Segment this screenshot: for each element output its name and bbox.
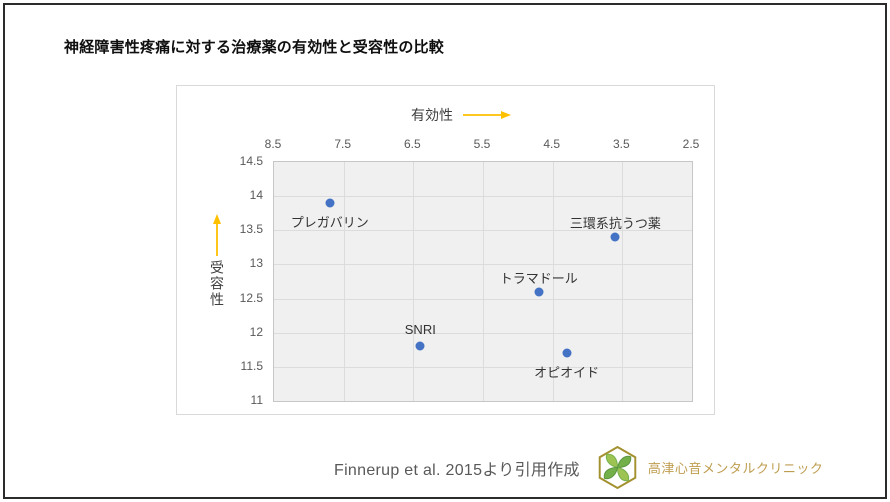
gridline-vertical <box>483 162 484 401</box>
right-arrow-icon <box>463 111 511 119</box>
x-axis-title-label: 有効性 <box>411 107 453 123</box>
gridline-vertical <box>413 162 415 401</box>
y-tick-label: 14 <box>249 188 263 203</box>
data-point <box>534 287 544 297</box>
y-tick-label: 11 <box>250 393 263 407</box>
clinic-logo: 高津心音メンタルクリニック <box>596 444 824 491</box>
gridline-vertical <box>622 162 624 401</box>
gridline-horizontal <box>274 366 692 368</box>
x-tick-label: 4.5 <box>543 137 560 151</box>
y-tick-label: 11.5 <box>240 358 263 373</box>
y-axis-title: 受容性 <box>207 214 227 308</box>
x-axis-title: 有効性 <box>411 105 511 125</box>
gridline-vertical <box>343 162 345 401</box>
footer: Finnerup et al. 2015より引用作成 高津心音メンタルクリニック <box>334 444 823 491</box>
chart-container: 有効性 受容性 8.5 7.5 6.5 5.5 4.5 3.5 2.5 14.5 14 13.5… <box>176 85 715 415</box>
x-tick-label: 2.5 <box>682 137 700 151</box>
data-point <box>562 348 572 358</box>
x-tick-label: 3.5 <box>612 137 630 151</box>
data-point-label: プレガバリン <box>290 214 369 230</box>
y-axis-title-label: 受容性 <box>209 260 225 308</box>
y-tick-label: 13 <box>249 256 263 271</box>
gridline-horizontal <box>274 298 692 300</box>
y-tick-label: 12.5 <box>239 290 263 305</box>
y-tick-label: 12 <box>249 324 263 339</box>
gridline-horizontal <box>274 230 692 232</box>
data-point <box>325 198 335 208</box>
data-point-label: 三環系抗うつ薬 <box>569 216 661 232</box>
y-tick-label: 13.5 <box>239 222 263 237</box>
gridline-horizontal <box>274 264 692 266</box>
data-point <box>415 341 425 351</box>
gridline-horizontal <box>274 196 692 198</box>
gridline-vertical <box>552 162 554 401</box>
x-tick-label: 8.5 <box>264 137 282 151</box>
x-tick-label: 6.5 <box>403 137 421 151</box>
y-tick-label: 14.5 <box>239 154 263 168</box>
x-tick-label: 7.5 <box>334 137 351 151</box>
data-point <box>610 232 620 242</box>
gridline-horizontal <box>274 332 692 334</box>
up-arrow-icon <box>213 214 221 256</box>
data-point-label: SNRI <box>404 322 436 338</box>
clinic-name: 高津心音メンタルクリニック <box>647 461 824 476</box>
data-point-label: トラマドール <box>499 270 578 286</box>
clinic-logo-icon <box>598 445 637 490</box>
source-citation: Finnerup et al. 2015より引用作成 <box>334 461 580 479</box>
page-title: 神経障害性疼痛に対する治療薬の有効性と受容性の比較 <box>64 39 445 56</box>
data-point-label: オピオイド <box>534 365 600 381</box>
plot-area: プレガバリン SNRI トラマドールオピオイド 三環系抗うつ薬 <box>273 161 693 402</box>
x-tick-label: 5.5 <box>473 137 491 151</box>
